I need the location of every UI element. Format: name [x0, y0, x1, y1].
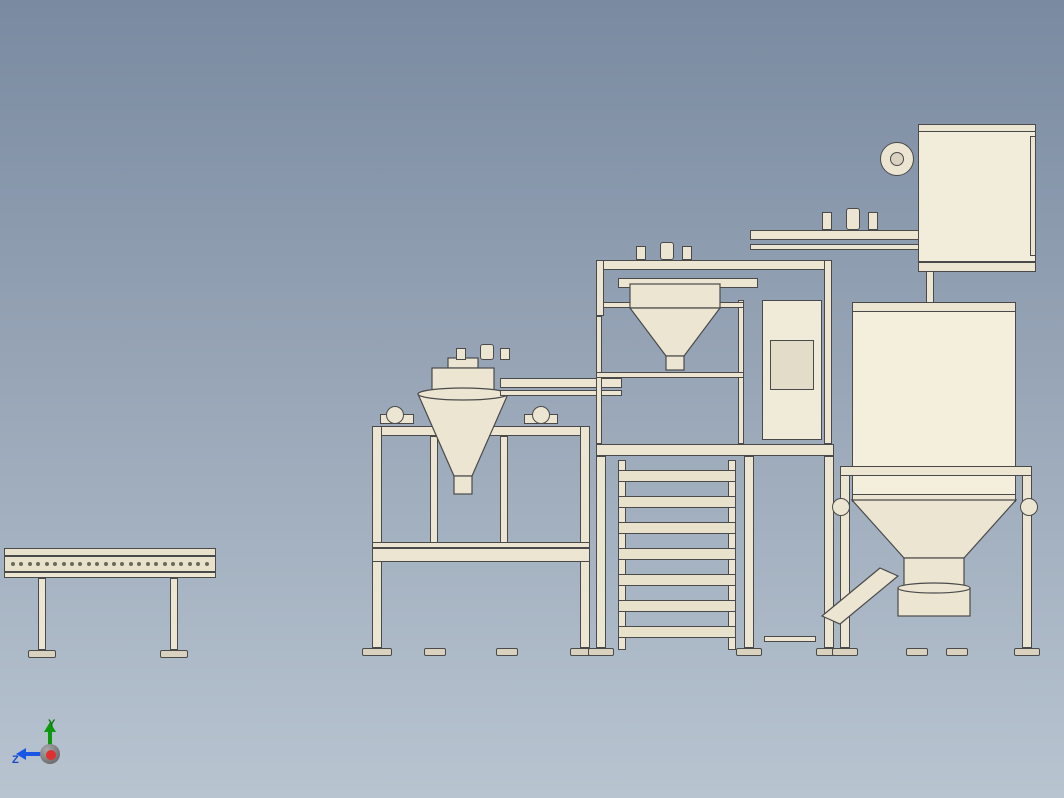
- frame-foot: [588, 648, 614, 656]
- knob: [682, 246, 692, 260]
- tower-cabinet-top: [918, 124, 1036, 132]
- cad-viewport[interactable]: Y Z: [0, 0, 1064, 798]
- access-ladder: [618, 460, 736, 650]
- hopper-b: [620, 284, 740, 384]
- ladder-rung: [618, 600, 736, 612]
- frame-a-table: [372, 548, 590, 562]
- knob: [636, 246, 646, 260]
- frame-a-post: [580, 426, 590, 648]
- conveyor-foot: [28, 650, 56, 658]
- y-axis-label: Y: [48, 718, 55, 730]
- tower-cabinet: [918, 130, 1036, 262]
- platform-brace: [764, 636, 816, 642]
- knob: [456, 348, 466, 360]
- frame-b-post: [824, 260, 832, 444]
- frame-foot: [1014, 648, 1040, 656]
- ladder-rung: [618, 548, 736, 560]
- ladder-rung: [618, 522, 736, 534]
- frame-a-post: [372, 426, 382, 648]
- frame-foot: [424, 648, 446, 656]
- cross-rail-a-lower: [500, 390, 622, 396]
- conveyor-leg: [38, 578, 46, 650]
- frame-a-table-lip: [372, 542, 590, 548]
- cad-model: [0, 0, 1064, 798]
- conveyor-foot: [160, 650, 188, 658]
- coordinate-triad[interactable]: Y Z: [12, 716, 82, 786]
- upper-rail-beam: [750, 230, 934, 240]
- platform-floor: [596, 444, 834, 456]
- frame-foot: [496, 648, 518, 656]
- ladder-rung: [618, 626, 736, 638]
- platform-post: [744, 456, 754, 648]
- knob: [822, 212, 832, 230]
- ladder-rung: [618, 470, 736, 482]
- tank-clamp: [1020, 498, 1038, 516]
- tank-clamp: [832, 498, 850, 516]
- platform-post: [596, 456, 606, 648]
- guard-post: [596, 316, 602, 444]
- frame-foot: [906, 648, 928, 656]
- hopper-a-clamp-ring: [386, 406, 404, 424]
- tower-cabinet-door: [1030, 136, 1036, 256]
- knob: [480, 344, 494, 360]
- z-axis-label: Z: [12, 754, 19, 766]
- tank-lid: [852, 302, 1016, 312]
- conveyor-bottom-rail: [4, 572, 216, 578]
- discharge-chute: [820, 568, 900, 628]
- frame-b-post: [596, 260, 604, 316]
- tower-support: [918, 262, 1036, 272]
- tower-roller-hub: [890, 152, 904, 166]
- ladder-rung: [618, 574, 736, 586]
- frame-foot: [736, 648, 762, 656]
- tank-frame-post: [1022, 466, 1032, 648]
- conveyor-leg: [170, 578, 178, 650]
- knob: [660, 242, 674, 260]
- frame-foot: [946, 648, 968, 656]
- ladder-rung: [618, 496, 736, 508]
- knob: [846, 208, 860, 230]
- enclosure-vent: [770, 340, 814, 390]
- hopper-a-clamp-ring: [532, 406, 550, 424]
- conveyor-top-rail: [4, 548, 216, 556]
- knob: [500, 348, 510, 360]
- conveyor-bed: [4, 556, 216, 572]
- cross-rail-a: [500, 378, 622, 388]
- x-axis-dot: [46, 750, 56, 760]
- tank-frame-top: [840, 466, 1032, 476]
- knob: [868, 212, 878, 230]
- conveyor-rollers: [11, 562, 209, 568]
- frame-foot: [362, 648, 392, 656]
- upper-rail-beam-lower: [750, 244, 934, 250]
- frame-b-top-beam: [596, 260, 832, 270]
